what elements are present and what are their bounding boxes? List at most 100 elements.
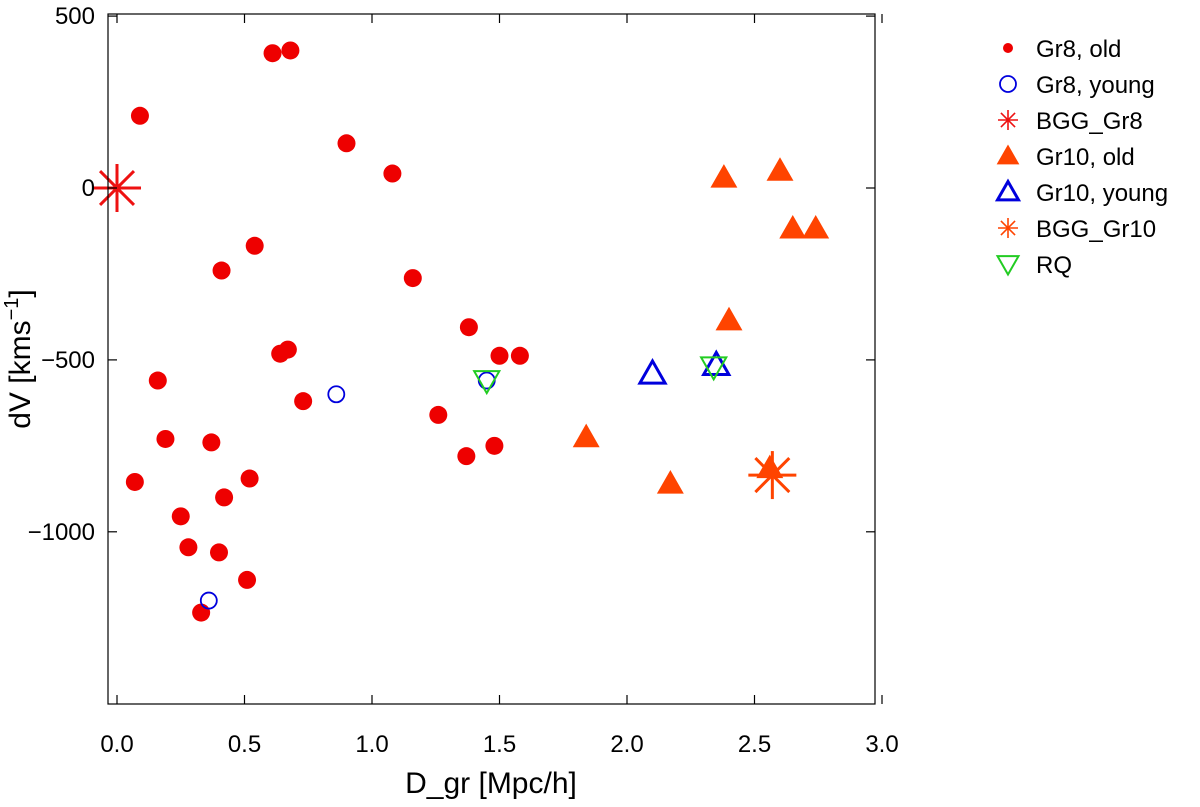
legend-entry: Gr8, young bbox=[999, 72, 1155, 99]
marker bbox=[238, 570, 257, 589]
data-point bbox=[337, 134, 356, 153]
plot-frame bbox=[107, 13, 876, 705]
marker bbox=[148, 371, 167, 390]
marker bbox=[485, 436, 504, 455]
y-tick-label: −1000 bbox=[28, 519, 95, 546]
legend-label: Gr10, old bbox=[1036, 144, 1135, 171]
marker bbox=[281, 41, 300, 60]
marker-stroke bbox=[754, 457, 791, 494]
x-tick-label: 2.0 bbox=[610, 731, 643, 758]
y-tick-label: 500 bbox=[55, 3, 95, 30]
marker bbox=[210, 543, 228, 562]
marker bbox=[572, 423, 600, 448]
legend-entry: Gr10, old bbox=[996, 144, 1135, 171]
data-point bbox=[210, 543, 228, 562]
legend-label: BGG_Gr10 bbox=[1036, 216, 1156, 243]
data-point bbox=[215, 488, 234, 507]
marker bbox=[263, 44, 282, 63]
legend-marker bbox=[994, 178, 1022, 202]
marker bbox=[715, 306, 743, 331]
data-point bbox=[383, 164, 402, 183]
data-point bbox=[327, 385, 346, 404]
marker bbox=[637, 358, 668, 385]
data-point bbox=[263, 44, 282, 63]
data-point bbox=[490, 346, 509, 365]
marker bbox=[472, 370, 502, 396]
legend-entry: BGG_Gr10 bbox=[998, 216, 1156, 243]
legend: Gr8, old Gr8, young BGG_Gr8 Gr10, old Gr10, … bbox=[994, 36, 1168, 279]
marker bbox=[996, 144, 1020, 165]
data-point bbox=[199, 591, 218, 610]
data-point bbox=[701, 349, 732, 377]
data-point bbox=[278, 340, 297, 359]
legend-entry: BGG_Gr8 bbox=[998, 108, 1143, 135]
marker-stroke bbox=[1000, 112, 1016, 128]
x-tick-label: 3.0 bbox=[865, 731, 898, 758]
legend-entry: RQ bbox=[995, 252, 1072, 279]
data-point bbox=[156, 429, 175, 448]
legend-marker bbox=[995, 255, 1021, 277]
marker bbox=[403, 269, 422, 288]
marker bbox=[278, 340, 297, 359]
marker-stroke bbox=[1000, 220, 1016, 236]
data-point bbox=[245, 236, 264, 255]
legend-label: BGG_Gr8 bbox=[1036, 108, 1143, 135]
data-point bbox=[403, 269, 422, 288]
y-tick-label: −500 bbox=[41, 347, 95, 374]
legend-label: RQ bbox=[1036, 252, 1072, 279]
legend-marker bbox=[996, 144, 1020, 165]
marker bbox=[130, 106, 149, 125]
data-point bbox=[779, 214, 807, 239]
axes: 0.0 0.5 1.0 1.5 2.0 2.5 3.0 500 0 −500 −1000 bbox=[28, 3, 899, 758]
y-axis-label-superscript: −1 bbox=[1, 298, 23, 321]
marker bbox=[710, 164, 738, 188]
x-tick-label: 0.0 bbox=[100, 731, 133, 758]
marker bbox=[294, 392, 313, 411]
data-point bbox=[766, 157, 794, 181]
series-gr10-old bbox=[572, 157, 830, 494]
marker bbox=[202, 433, 221, 452]
data-point bbox=[238, 570, 257, 589]
series-rq bbox=[472, 356, 729, 396]
marker bbox=[779, 214, 807, 239]
data-point bbox=[710, 164, 738, 188]
marker bbox=[457, 447, 476, 466]
data-point bbox=[192, 603, 211, 622]
data-point bbox=[212, 261, 231, 280]
data-point bbox=[699, 356, 729, 382]
marker bbox=[215, 488, 234, 507]
marker bbox=[701, 349, 732, 377]
data-point bbox=[472, 370, 502, 396]
marker bbox=[156, 429, 175, 448]
data-point bbox=[457, 447, 476, 466]
marker bbox=[192, 603, 211, 622]
data-point bbox=[202, 433, 221, 452]
y-tick-label: 0 bbox=[82, 175, 95, 202]
data-point bbox=[656, 470, 684, 494]
x-axis-label: D_gr [Mpc/h] bbox=[405, 767, 577, 800]
data-point bbox=[459, 318, 478, 337]
marker bbox=[510, 346, 529, 365]
marker bbox=[171, 507, 190, 526]
data-point bbox=[148, 371, 167, 390]
data-point bbox=[294, 392, 313, 411]
marker bbox=[802, 214, 830, 239]
marker bbox=[699, 356, 729, 382]
series-gr8-old bbox=[125, 41, 529, 622]
data-point bbox=[281, 41, 300, 60]
data-point bbox=[179, 538, 198, 557]
marker bbox=[240, 469, 259, 488]
legend-marker bbox=[998, 110, 1018, 130]
marker bbox=[429, 405, 448, 424]
data-point bbox=[240, 469, 259, 488]
data-point bbox=[637, 358, 668, 385]
data-point bbox=[715, 306, 743, 331]
x-tick-label: 1.0 bbox=[355, 731, 388, 758]
data-point bbox=[510, 346, 529, 365]
marker bbox=[199, 591, 218, 610]
legend-label: Gr10, young bbox=[1036, 180, 1168, 207]
legend-marker bbox=[1003, 43, 1013, 53]
y-axis-label: dV [kms−1] bbox=[1, 289, 37, 429]
data-point bbox=[572, 423, 600, 448]
